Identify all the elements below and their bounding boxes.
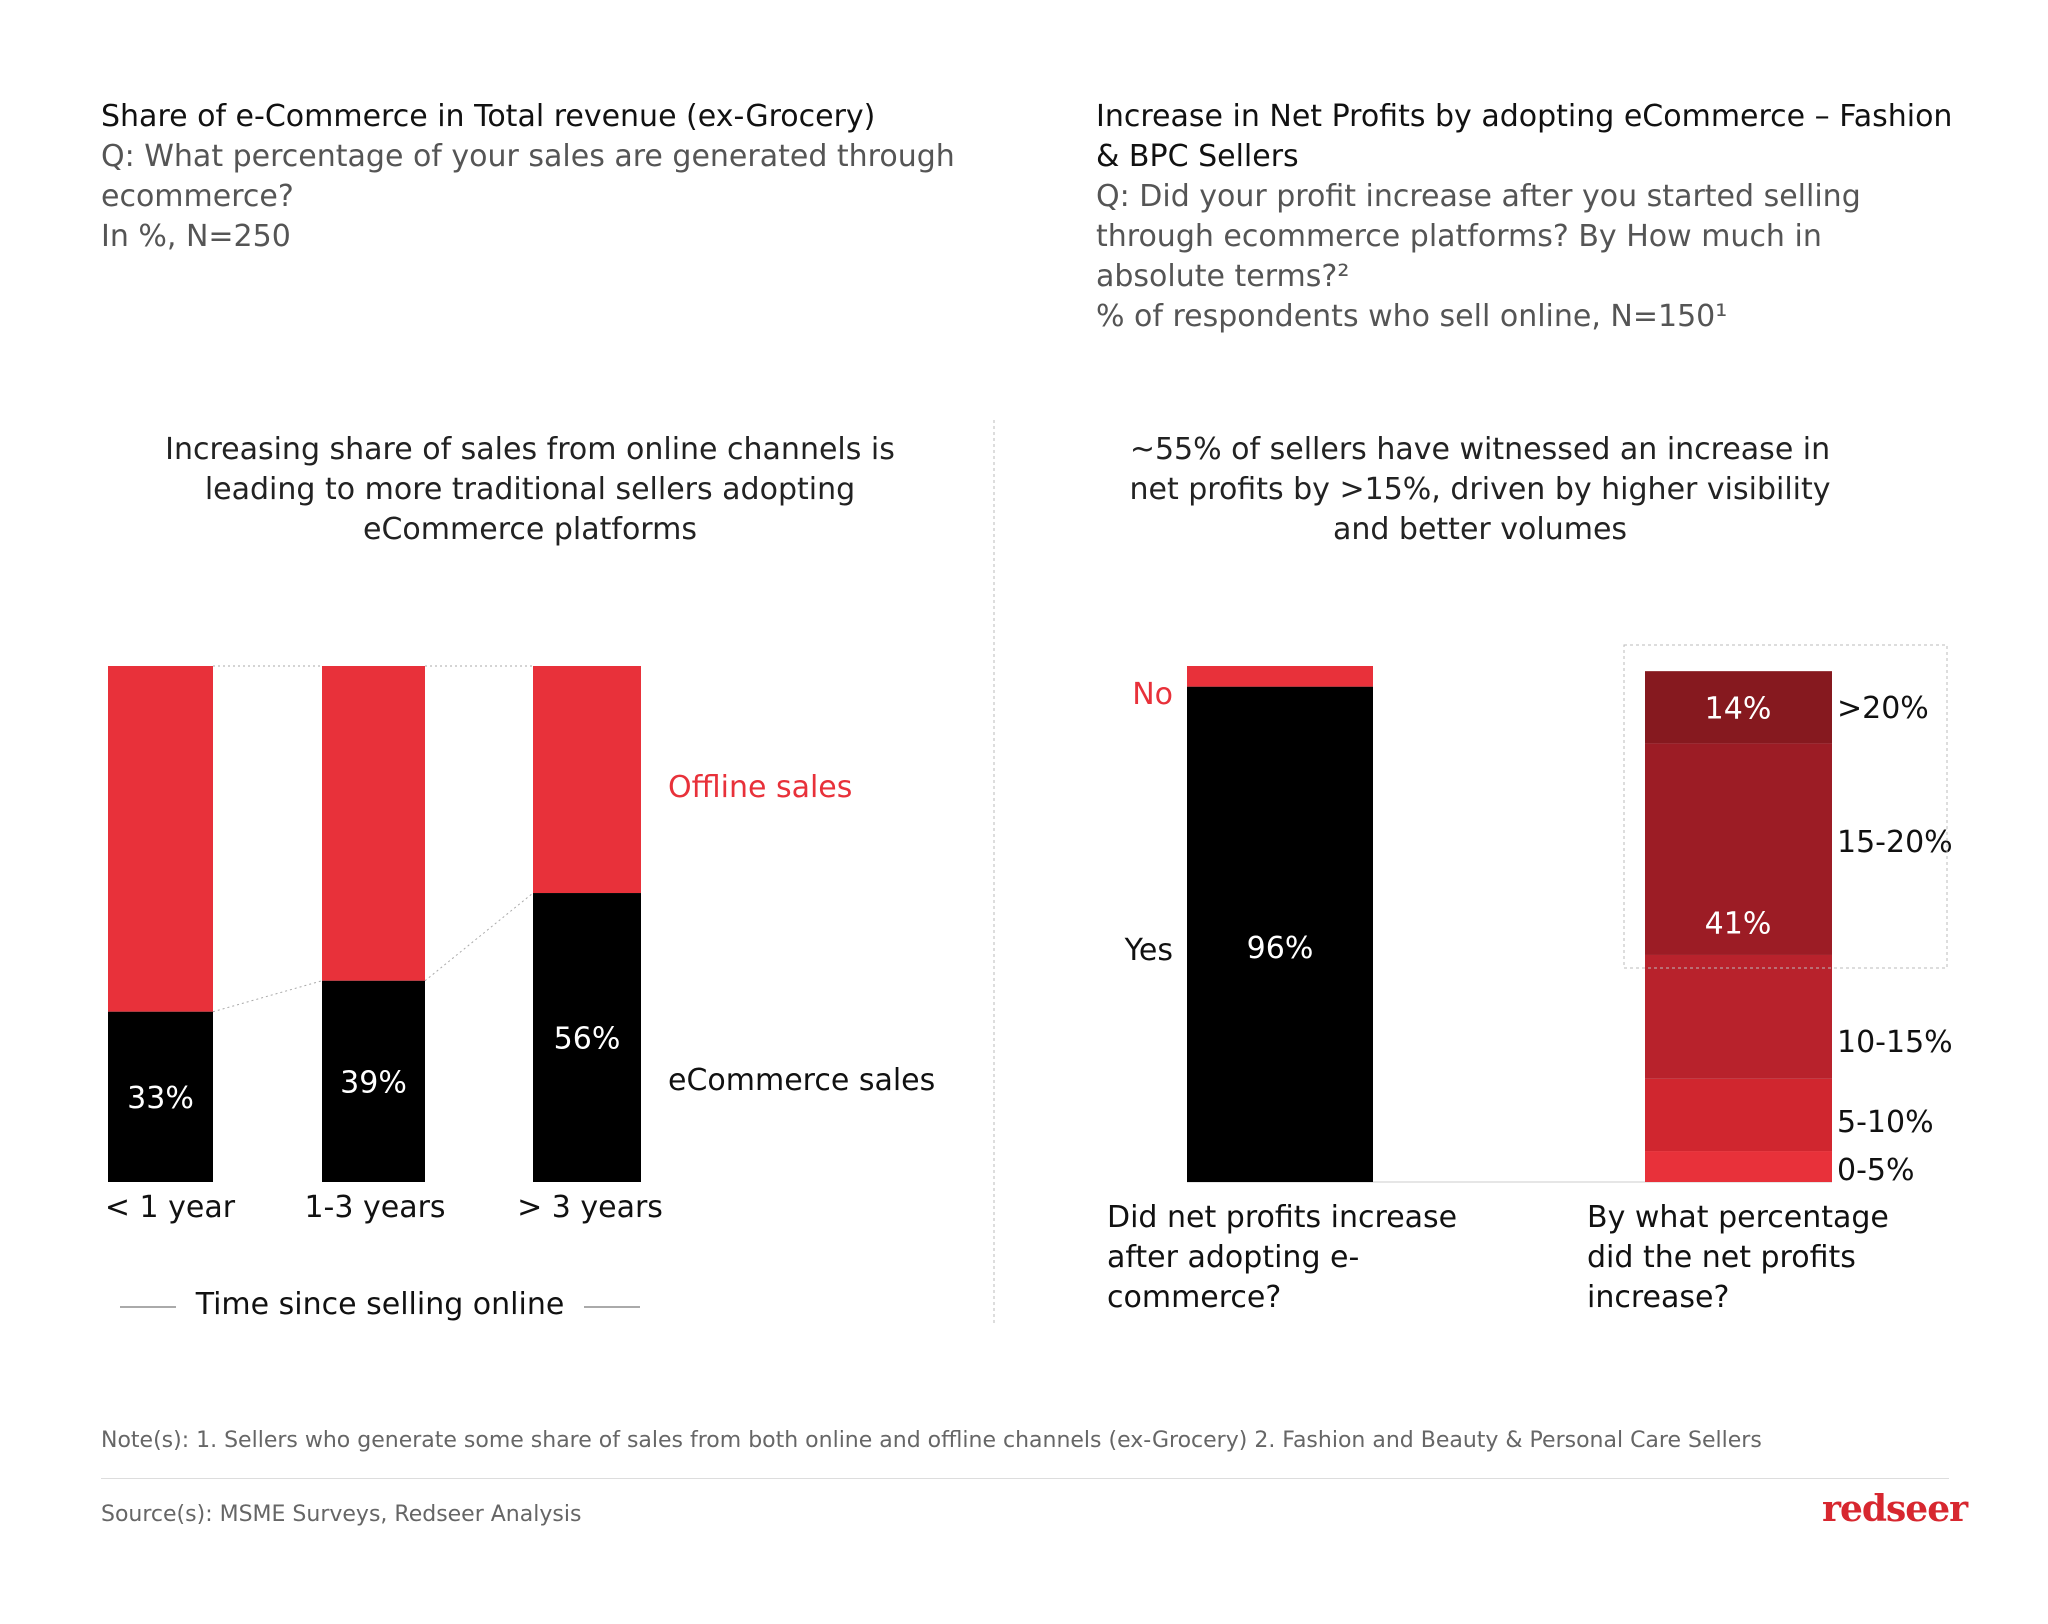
bar1-label-no: No bbox=[1132, 677, 1173, 712]
offline-sales-bar bbox=[533, 666, 641, 894]
bar2-segment bbox=[1645, 954, 1832, 1079]
segment-label: 5-10% bbox=[1837, 1105, 1934, 1140]
segment-label: >20% bbox=[1837, 691, 1929, 726]
left-header: Share of e-Commerce in Total revenue (ex… bbox=[101, 97, 961, 257]
bar1-caption: Did net profits increase after adopting … bbox=[1107, 1200, 1458, 1315]
source: Source(s): MSME Surveys, Redseer Analysi… bbox=[101, 1502, 582, 1527]
connector-line bbox=[424, 892, 534, 982]
bar2-segment bbox=[1645, 743, 1832, 955]
left-subtitle: Increasing share of sales from online ch… bbox=[165, 432, 895, 547]
legend-ecommerce-sales: eCommerce sales bbox=[668, 1063, 936, 1098]
right-subtitle: ~55% of sellers have witnessed an increa… bbox=[1129, 432, 1831, 547]
data-label: 33% bbox=[127, 1081, 194, 1116]
right-unit: % of respondents who sell online, N=150¹ bbox=[1096, 299, 1728, 334]
ecommerce-sales-bar bbox=[322, 980, 425, 1182]
x-tick-label: 1-3 years bbox=[304, 1190, 446, 1225]
data-label: 96% bbox=[1247, 931, 1314, 966]
legend-offline-sales: Offline sales bbox=[668, 770, 853, 805]
right-question: Q: Did your profit increase after you st… bbox=[1096, 179, 1861, 294]
connector-line bbox=[212, 980, 323, 1013]
left-question: Q: What percentage of your sales are gen… bbox=[101, 139, 955, 214]
data-label: 41% bbox=[1705, 906, 1772, 941]
left-unit: In %, N=250 bbox=[101, 219, 291, 254]
bar1-label-yes: Yes bbox=[1124, 933, 1173, 968]
data-label: 39% bbox=[340, 1065, 407, 1100]
segment-label: 15-20% bbox=[1837, 825, 1953, 860]
bar2-segment bbox=[1645, 1151, 1832, 1182]
footnote: Note(s): 1. Sellers who generate some sh… bbox=[101, 1428, 1762, 1453]
right-header: Increase in Net Profits by adopting eCom… bbox=[1096, 97, 1956, 337]
offline-sales-bar bbox=[108, 666, 213, 1012]
bar2-caption: By what percentage did the net profits i… bbox=[1587, 1200, 1889, 1315]
segment-label: 0-5% bbox=[1837, 1153, 1915, 1188]
bar1-segment-yes bbox=[1187, 686, 1373, 1182]
footer-divider bbox=[101, 1478, 1949, 1479]
ecommerce-sales-bar bbox=[533, 893, 641, 1182]
data-label: 56% bbox=[554, 1022, 621, 1057]
x-axis-label: Time since selling online bbox=[175, 1287, 585, 1322]
bar1-segment-no bbox=[1187, 666, 1373, 687]
left-title: Share of e-Commerce in Total revenue (ex… bbox=[101, 99, 876, 134]
offline-sales-bar bbox=[322, 666, 425, 981]
segment-label: 10-15% bbox=[1837, 1025, 1953, 1060]
bar2-segment bbox=[1645, 671, 1832, 744]
x-tick-label: > 3 years bbox=[517, 1190, 663, 1225]
bar2-segment bbox=[1645, 1078, 1832, 1152]
data-label: 14% bbox=[1705, 691, 1772, 726]
x-tick-label: < 1 year bbox=[104, 1190, 236, 1225]
highlight-box bbox=[1623, 644, 1948, 969]
redseer-logo: redseer bbox=[1822, 1488, 1968, 1530]
ecommerce-sales-bar bbox=[108, 1011, 213, 1182]
x-axis-title: Time since selling online bbox=[120, 1287, 640, 1323]
right-title: Increase in Net Profits by adopting eCom… bbox=[1096, 99, 1953, 174]
